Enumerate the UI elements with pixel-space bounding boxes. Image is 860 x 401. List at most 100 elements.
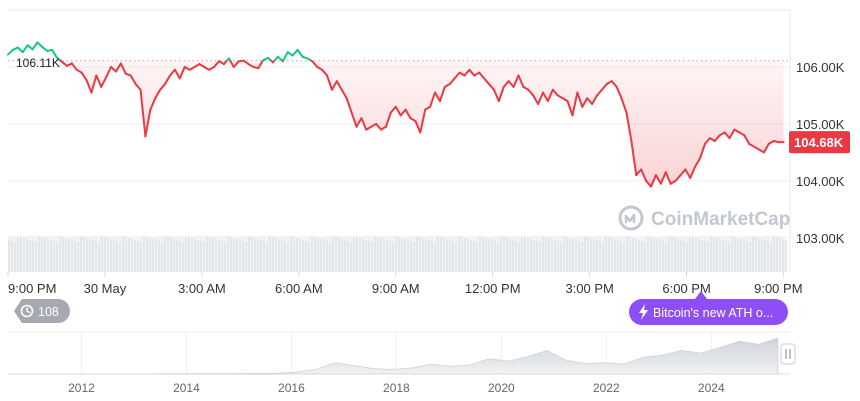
line-segment <box>375 122 383 131</box>
event-label: Bitcoin's new ATH o... <box>653 306 773 320</box>
volume-bar <box>419 237 421 272</box>
volume-bar <box>782 239 784 272</box>
volume-bar <box>245 242 247 272</box>
navigator-handle[interactable] <box>780 343 796 365</box>
volume-bar <box>392 242 394 272</box>
volume-bar <box>506 238 508 272</box>
line-segment <box>85 79 93 94</box>
volume-bar <box>299 239 301 272</box>
volume-bar <box>662 241 664 272</box>
volume-bar <box>155 240 157 272</box>
volume-bar <box>275 238 277 272</box>
volume-bar <box>437 236 439 272</box>
volume-bar <box>539 242 541 272</box>
line-segment <box>41 46 49 53</box>
navigator-area-path <box>8 337 779 375</box>
line-segment <box>674 174 682 182</box>
line-segment <box>581 97 589 108</box>
volume-bar <box>701 240 703 272</box>
volume-bar <box>173 239 175 272</box>
volume-bar <box>728 242 730 272</box>
volume-bar <box>470 240 472 272</box>
line-segment <box>630 140 638 177</box>
volume-bar <box>542 236 544 272</box>
volume-bar <box>683 241 685 272</box>
line-segment <box>610 80 618 88</box>
line-segment <box>615 85 623 100</box>
volume-bar <box>272 237 274 272</box>
history-badge[interactable]: 108 <box>14 299 70 323</box>
volume-bar <box>86 238 88 272</box>
volume-bar <box>548 238 550 272</box>
line-segment <box>532 94 540 105</box>
line-segment <box>551 88 559 97</box>
y-tick-label: 103.00K <box>796 231 845 246</box>
line-segment <box>350 111 358 128</box>
volume-bar <box>503 237 505 272</box>
line-segment <box>762 142 770 154</box>
volume-bar <box>758 238 760 272</box>
volume-bar <box>83 237 85 272</box>
navigator-x-axis: 2012 2014 2016 2018 2020 2022 2024 <box>68 381 725 395</box>
line-segment <box>21 44 29 54</box>
volume-bar <box>596 240 598 272</box>
line-segment <box>463 68 471 77</box>
volume-bar <box>518 242 520 272</box>
line-segment <box>512 74 520 88</box>
volume-bar <box>617 240 619 272</box>
coinmarketcap-logo-icon <box>618 205 644 231</box>
volume-bar <box>383 239 385 272</box>
x-tick-label: 30 May <box>84 281 127 296</box>
volume-bar <box>47 239 49 272</box>
volume-bar <box>527 238 529 272</box>
event-pill[interactable]: Bitcoin's new ATH o... <box>629 291 788 325</box>
line-segment <box>537 91 545 105</box>
volume-bar <box>485 238 487 272</box>
line-segment <box>600 83 608 91</box>
volume-bar <box>68 239 70 272</box>
volume-bar <box>602 242 604 272</box>
volume-bar <box>428 240 430 272</box>
line-segment <box>571 91 579 117</box>
line-segment <box>414 120 422 134</box>
volume-bar <box>17 236 19 272</box>
volume-bar <box>65 238 67 272</box>
volume-bar <box>80 236 82 272</box>
volume-bar <box>74 241 76 272</box>
line-segment <box>257 59 264 70</box>
line-segment <box>492 88 500 103</box>
volume-bar <box>26 239 28 272</box>
volume-bar <box>395 236 397 272</box>
navigator-tick-label: 2020 <box>488 381 515 395</box>
line-segment <box>438 85 446 103</box>
volume-bar <box>614 239 616 272</box>
volume-bar <box>35 242 37 272</box>
line-segment <box>453 71 461 80</box>
volume-bar <box>611 238 613 272</box>
volume-bar <box>731 236 733 272</box>
volume-bar <box>164 236 166 272</box>
volume-bar <box>449 240 451 272</box>
line-segment <box>26 44 34 51</box>
line-segment <box>723 131 731 140</box>
volume-bar <box>239 240 241 272</box>
volume-bar <box>509 239 511 272</box>
line-segment <box>178 65 186 80</box>
volume-bar <box>143 236 145 272</box>
y-tick-label: 105.00K <box>796 117 845 132</box>
volume-bar <box>560 242 562 272</box>
volume-bar <box>734 237 736 272</box>
volume-bar <box>398 237 400 272</box>
volume-bar <box>632 238 634 272</box>
volume-bar <box>293 237 295 272</box>
volume-bar <box>278 239 280 272</box>
history-icon <box>20 304 34 318</box>
range-navigator[interactable]: 2012 2014 2016 2018 2020 2022 2024 <box>8 331 796 395</box>
volume-bar <box>218 240 220 272</box>
line-segment <box>650 174 657 188</box>
volume-bar <box>452 241 454 272</box>
volume-bar <box>263 241 265 272</box>
volume-bar <box>101 236 103 272</box>
volume-bar <box>464 238 466 272</box>
